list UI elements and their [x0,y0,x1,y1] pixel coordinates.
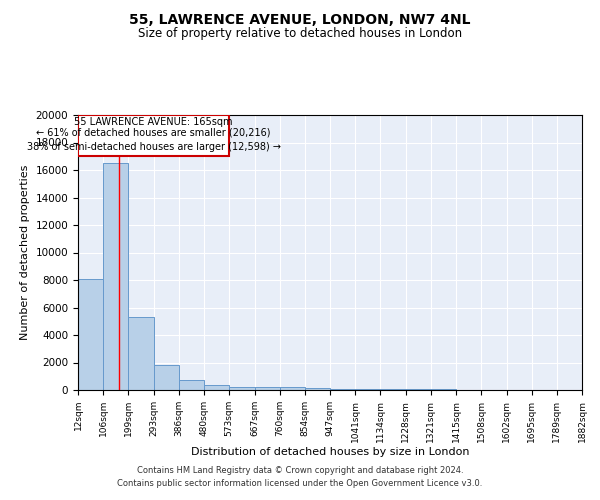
Bar [204,385,229,390]
Bar [380,389,406,390]
Bar [254,387,280,390]
Text: Size of property relative to detached houses in London: Size of property relative to detached ho… [138,28,462,40]
Bar [128,317,154,390]
Bar [179,380,204,390]
Bar [78,280,103,390]
Bar [355,389,380,390]
Bar [280,387,305,390]
Text: 55, LAWRENCE AVENUE, LONDON, NW7 4NL: 55, LAWRENCE AVENUE, LONDON, NW7 4NL [129,12,471,26]
Bar [78,115,229,156]
Bar [305,388,330,390]
Text: Contains HM Land Registry data © Crown copyright and database right 2024.
Contai: Contains HM Land Registry data © Crown c… [118,466,482,487]
Text: ← 61% of detached houses are smaller (20,216): ← 61% of detached houses are smaller (20… [37,128,271,138]
Bar [103,163,128,390]
Bar [330,388,355,390]
Text: 55 LAWRENCE AVENUE: 165sqm: 55 LAWRENCE AVENUE: 165sqm [74,117,233,127]
X-axis label: Distribution of detached houses by size in London: Distribution of detached houses by size … [191,448,469,458]
Bar [229,386,254,390]
Y-axis label: Number of detached properties: Number of detached properties [20,165,30,340]
Text: 38% of semi-detached houses are larger (12,598) →: 38% of semi-detached houses are larger (… [26,142,281,152]
Bar [154,364,179,390]
